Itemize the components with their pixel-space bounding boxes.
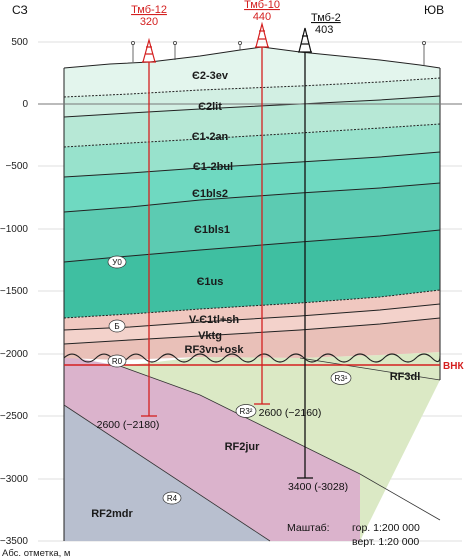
layer-label: Є2-3ev xyxy=(192,70,229,82)
layer-v-e1tl-sh xyxy=(64,290,440,330)
well-tmb-2: Тмб-2 403 3400 (-3028) xyxy=(288,12,348,493)
layer-e1us xyxy=(64,230,440,318)
layer-label: V-Є1tl+sh xyxy=(189,314,240,326)
layer-e1bls1 xyxy=(64,183,440,262)
scale-horizontal: гор. 1:200 000 xyxy=(352,522,420,534)
axis-tick: −3500 xyxy=(0,536,28,547)
axis-tick: 500 xyxy=(11,37,28,48)
well-altitude: 403 xyxy=(315,24,333,36)
marker-b: Б xyxy=(108,319,126,333)
layer-e1bls2 xyxy=(64,152,440,212)
axis-tick: −1500 xyxy=(0,286,28,297)
layer-label: Є1bls1 xyxy=(194,224,230,236)
surface-markers xyxy=(130,41,426,66)
marker-r3-2: R3² xyxy=(235,404,257,418)
layer-e1-2bul xyxy=(64,124,440,177)
well-altitude: 320 xyxy=(140,16,158,28)
svg-text:R3¹: R3¹ xyxy=(335,374,348,383)
well-depth-label: 2600 (−2180) xyxy=(97,419,160,431)
scale-vertical: верт. 1:20 000 xyxy=(352,536,419,548)
marker-r0: R0 xyxy=(107,354,127,368)
axis-tick: −1000 xyxy=(0,224,28,235)
axis-tick: −3000 xyxy=(0,474,28,485)
layer-e2-3ev xyxy=(64,47,440,97)
layer-label: Vktg xyxy=(198,330,222,342)
well-tmb-12: Тмб-12 320 2600 (−2180) xyxy=(97,4,167,431)
axis-tick: −500 xyxy=(5,161,28,172)
well-depth-label: 3400 (-3028) xyxy=(288,481,348,493)
scale-legend: Маштаб: гор. 1:200 000 верт. 1:20 000 xyxy=(287,522,420,548)
layer-label: Є1-2bul xyxy=(193,161,233,173)
layer-e1-2an xyxy=(64,96,440,147)
reflector-markers: У0 Б R0 R3¹ R3² R4 xyxy=(107,255,352,505)
marker-r3-1: R3¹ xyxy=(330,371,352,385)
axis-tick: −2000 xyxy=(0,349,28,360)
layer-label: RF2jur xyxy=(225,441,261,453)
svg-text:Б: Б xyxy=(114,322,119,331)
layer-rf2jur xyxy=(64,356,360,541)
marker-r4: R4 xyxy=(162,491,182,505)
svg-text:R3²: R3² xyxy=(240,407,253,416)
drilling-rig-icon xyxy=(255,21,269,48)
well-name: Тмб-2 xyxy=(311,12,341,24)
drilling-rig-icon xyxy=(142,37,156,63)
layer-vktg xyxy=(64,304,440,344)
layer-label: Є1bls2 xyxy=(192,188,228,200)
layer-label: RF3dl xyxy=(390,371,421,383)
vnk-label: ВНК xyxy=(443,361,464,372)
drilling-rig-icon xyxy=(298,27,312,53)
well-altitude: 440 xyxy=(253,11,271,23)
well-tmb-10: Тмб-10 440 2600 (−2160) xyxy=(244,0,321,419)
scale-title: Маштаб: xyxy=(287,522,330,534)
orientation-left: СЗ xyxy=(12,3,28,17)
layer-label: RF2mdr xyxy=(91,508,133,520)
layer-rf3dl xyxy=(120,352,440,541)
layer-label: Є1us xyxy=(197,276,224,288)
well-name: Тмб-12 xyxy=(131,4,167,16)
layer-e2lit xyxy=(64,78,440,117)
layer-label: Є2lit xyxy=(198,101,222,113)
layer-labels: Є2-3ev Є2lit Є1-2an Є1-2bul Є1bls2 Є1bls… xyxy=(91,70,420,520)
orientation-right: ЮВ xyxy=(424,3,444,17)
layer-rf3vn-osk xyxy=(64,318,440,360)
well-depth-label: 2600 (−2160) xyxy=(259,407,322,419)
axis-tick: 0 xyxy=(22,99,28,110)
axis-label: Абс. отметка, м xyxy=(2,548,70,559)
layer-label: RF3vn+osk xyxy=(185,344,245,356)
marker-u0: У0 xyxy=(107,255,127,269)
svg-text:У0: У0 xyxy=(112,258,122,267)
svg-text:R4: R4 xyxy=(167,494,178,503)
depth-axis: 500 0 −500 −1000 −1500 −2000 −2500 −3000… xyxy=(0,37,70,559)
well-name: Тмб-10 xyxy=(244,0,280,11)
svg-text:R0: R0 xyxy=(112,357,123,366)
axis-tick: −2500 xyxy=(0,411,28,422)
layer-label: Є1-2an xyxy=(192,131,229,143)
